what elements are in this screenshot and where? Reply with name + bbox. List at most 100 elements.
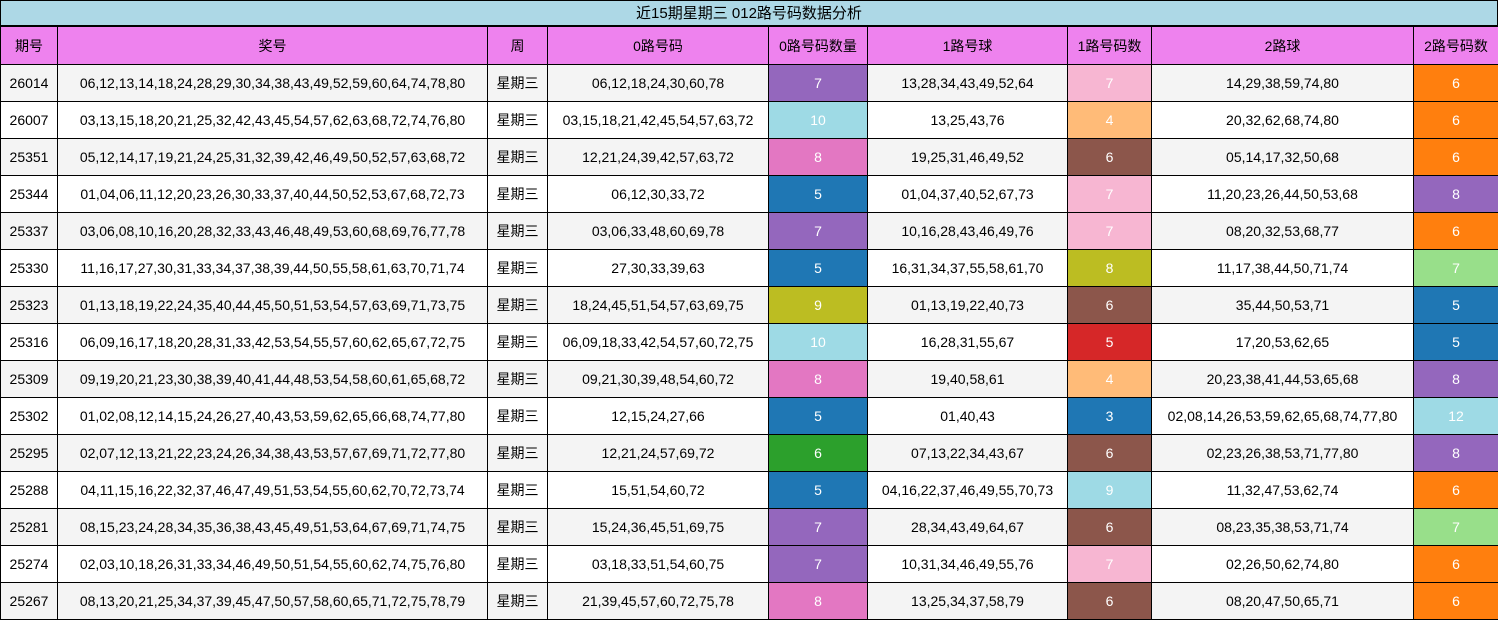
cell-route2: 20,23,38,41,44,53,65,68 [1152,361,1414,398]
cell-route0-count: 5 [769,176,868,213]
cell-week: 星期三 [488,435,548,472]
cell-route2: 11,32,47,53,62,74 [1152,472,1414,509]
cell-route1-count: 6 [1068,435,1152,472]
cell-route0: 03,15,18,21,42,45,54,57,63,72 [548,102,769,139]
cell-route1: 28,34,43,49,64,67 [868,509,1068,546]
cell-route1: 01,40,43 [868,398,1068,435]
cell-route1-count: 9 [1068,472,1152,509]
header-route0: 0路号码 [548,27,769,65]
cell-route1-count: 7 [1068,176,1152,213]
cell-route2-count: 8 [1414,176,1498,213]
cell-route0-count: 8 [769,361,868,398]
cell-numbers: 02,07,12,13,21,22,23,24,26,34,38,43,53,5… [58,435,488,472]
cell-route2-count: 7 [1414,250,1498,287]
cell-route2-count: 6 [1414,65,1498,102]
cell-route0-count: 8 [769,583,868,620]
cell-route1: 07,13,22,34,43,67 [868,435,1068,472]
cell-numbers: 05,12,14,17,19,21,24,25,31,32,39,42,46,4… [58,139,488,176]
cell-route2: 08,20,47,50,65,71 [1152,583,1414,620]
cell-route1-count: 6 [1068,139,1152,176]
cell-route2-count: 8 [1414,435,1498,472]
cell-route2-count: 8 [1414,361,1498,398]
cell-route1-count: 6 [1068,287,1152,324]
cell-numbers: 11,16,17,27,30,31,33,34,37,38,39,44,50,5… [58,250,488,287]
cell-route0: 03,06,33,48,60,69,78 [548,213,769,250]
cell-issue: 25330 [1,250,58,287]
cell-route1-count: 8 [1068,250,1152,287]
cell-route0: 21,39,45,57,60,72,75,78 [548,583,769,620]
cell-issue: 25344 [1,176,58,213]
cell-route2-count: 5 [1414,324,1498,361]
cell-route2: 02,08,14,26,53,59,62,65,68,74,77,80 [1152,398,1414,435]
cell-issue: 26014 [1,65,58,102]
cell-numbers: 03,06,08,10,16,20,28,32,33,43,46,48,49,5… [58,213,488,250]
cell-route0-count: 8 [769,139,868,176]
cell-route0-count: 6 [769,435,868,472]
cell-route1-count: 6 [1068,583,1152,620]
cell-week: 星期三 [488,176,548,213]
cell-route1: 19,40,58,61 [868,361,1068,398]
cell-route2-count: 5 [1414,287,1498,324]
cell-route1: 13,25,34,37,58,79 [868,583,1068,620]
cell-week: 星期三 [488,287,548,324]
cell-route2: 35,44,50,53,71 [1152,287,1414,324]
cell-week: 星期三 [488,213,548,250]
cell-route0-count: 5 [769,250,868,287]
cell-issue: 25302 [1,398,58,435]
cell-route0: 12,15,24,27,66 [548,398,769,435]
cell-route2-count: 7 [1414,509,1498,546]
cell-route2-count: 6 [1414,583,1498,620]
cell-issue: 25295 [1,435,58,472]
cell-route2: 14,29,38,59,74,80 [1152,65,1414,102]
cell-route0-count: 7 [769,509,868,546]
header-week: 周 [488,27,548,65]
cell-route0: 15,51,54,60,72 [548,472,769,509]
cell-route1: 13,28,34,43,49,52,64 [868,65,1068,102]
cell-route1-count: 4 [1068,361,1152,398]
cell-numbers: 06,12,13,14,18,24,28,29,30,34,38,43,49,5… [58,65,488,102]
cell-route1: 01,13,19,22,40,73 [868,287,1068,324]
cell-route1-count: 5 [1068,324,1152,361]
cell-route0: 12,21,24,39,42,57,63,72 [548,139,769,176]
cell-route0-count: 10 [769,102,868,139]
cell-route2: 20,32,62,68,74,80 [1152,102,1414,139]
cell-route2: 02,23,26,38,53,71,77,80 [1152,435,1414,472]
cell-week: 星期三 [488,509,548,546]
header-route0-count: 0路号码数量 [769,27,868,65]
cell-route2: 11,20,23,26,44,50,53,68 [1152,176,1414,213]
cell-route1: 10,31,34,46,49,55,76 [868,546,1068,583]
cell-route2: 08,23,35,38,53,71,74 [1152,509,1414,546]
cell-issue: 25274 [1,546,58,583]
cell-route0: 27,30,33,39,63 [548,250,769,287]
cell-numbers: 03,13,15,18,20,21,25,32,42,43,45,54,57,6… [58,102,488,139]
cell-route1-count: 7 [1068,213,1152,250]
cell-route0: 15,24,36,45,51,69,75 [548,509,769,546]
cell-route1-count: 7 [1068,65,1152,102]
cell-route1-count: 6 [1068,509,1152,546]
cell-issue: 25309 [1,361,58,398]
cell-route2-count: 6 [1414,472,1498,509]
header-issue: 期号 [1,27,58,65]
cell-route0-count: 9 [769,287,868,324]
cell-route1: 01,04,37,40,52,67,73 [868,176,1068,213]
table-title: 近15期星期三 012路号码数据分析 [0,0,1498,26]
header-route1-count: 1路号码数 [1068,27,1152,65]
cell-route2-count: 6 [1414,139,1498,176]
header-route2: 2路球 [1152,27,1414,65]
cell-route0-count: 5 [769,472,868,509]
cell-week: 星期三 [488,324,548,361]
cell-week: 星期三 [488,398,548,435]
cell-route0: 03,18,33,51,54,60,75 [548,546,769,583]
